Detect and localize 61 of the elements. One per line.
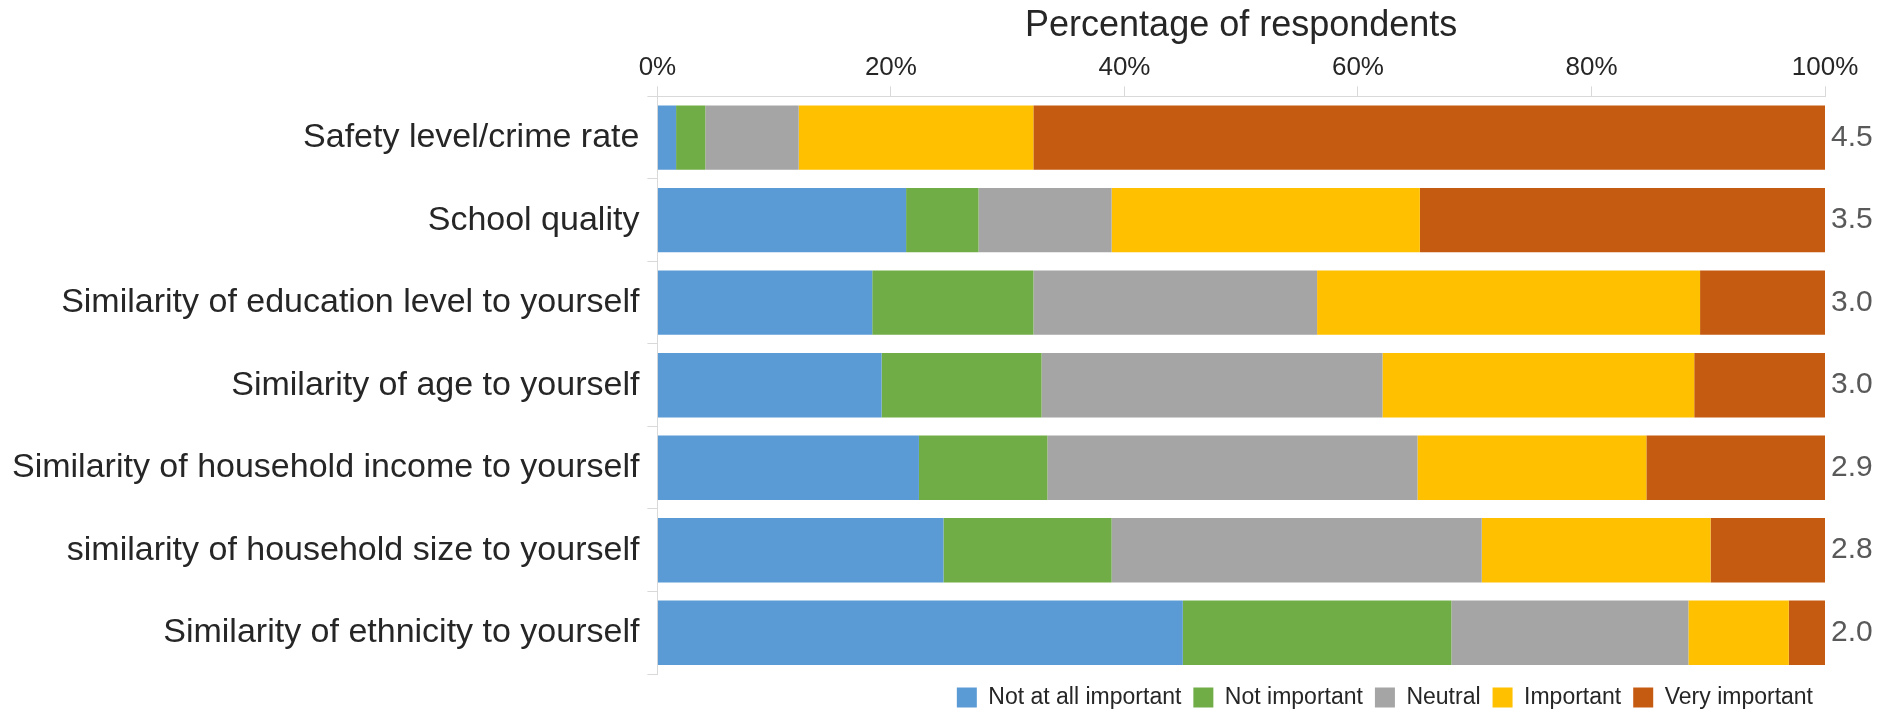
x-tick-label: 60%	[1331, 50, 1384, 81]
legend-label: Not at all important	[988, 682, 1182, 709]
bar	[657, 353, 882, 418]
bar	[1417, 435, 1647, 500]
legend-label: Very important	[1664, 682, 1814, 709]
y-tick-label: Similarity of education level to yourself	[61, 281, 640, 320]
y-tick-label: Safety level/crime rate	[303, 116, 640, 155]
bar	[1688, 600, 1789, 665]
bar	[1382, 353, 1695, 418]
y-tick-label: School quality	[427, 198, 640, 237]
bar	[881, 353, 1042, 418]
bar	[1033, 105, 1825, 170]
bar	[1710, 518, 1825, 583]
bar	[798, 105, 1034, 170]
legend-label: Neutral	[1406, 682, 1481, 709]
text: 3.5	[1831, 201, 1873, 235]
bar	[657, 600, 1183, 665]
bar	[918, 435, 1048, 500]
text: 3.0	[1831, 366, 1873, 400]
bar	[1047, 435, 1418, 500]
bar	[657, 187, 907, 253]
bar	[1646, 435, 1825, 500]
x-tick-label: 0%	[638, 50, 677, 81]
y-tick-label: Similarity of age to yourself	[231, 363, 640, 402]
bar	[1788, 600, 1825, 665]
bar	[1700, 270, 1825, 335]
bar	[1111, 187, 1420, 253]
bar	[657, 518, 944, 583]
bar	[1033, 270, 1318, 335]
x-axis-title: Percentage of respondents	[1025, 2, 1458, 44]
y-tick-label: Similarity of ethnicity to yourself	[163, 611, 640, 650]
x-tick-label: 80%	[1565, 50, 1618, 81]
text: 2.0	[1831, 614, 1873, 648]
bar	[676, 105, 706, 170]
bar	[1111, 518, 1482, 583]
bar	[705, 105, 799, 170]
text: 2.8	[1831, 531, 1873, 565]
text: 4.5	[1831, 118, 1873, 152]
y-tick-label: similarity of household size to yourself	[66, 528, 640, 567]
legend-label: Important	[1524, 682, 1622, 709]
bar	[978, 187, 1112, 253]
legend-label: Not important	[1224, 682, 1364, 709]
x-tick-label: 40%	[1098, 50, 1151, 81]
text: 3.0	[1831, 283, 1873, 317]
bar	[657, 435, 919, 500]
bar	[1317, 270, 1701, 335]
y-tick-label: Similarity of household income to yourself	[12, 446, 640, 485]
bar	[906, 187, 979, 253]
bar	[943, 518, 1112, 583]
bar	[1419, 187, 1825, 253]
bar	[1451, 600, 1689, 665]
bar	[872, 270, 1034, 335]
bar	[657, 270, 873, 335]
text: 2.9	[1831, 448, 1873, 482]
bar	[1182, 600, 1452, 665]
x-tick-label: 100%	[1791, 50, 1859, 81]
bar	[1481, 518, 1711, 583]
bar	[657, 105, 677, 170]
bar	[1694, 353, 1825, 418]
bar	[1041, 353, 1383, 418]
x-tick-label: 20%	[864, 50, 917, 81]
